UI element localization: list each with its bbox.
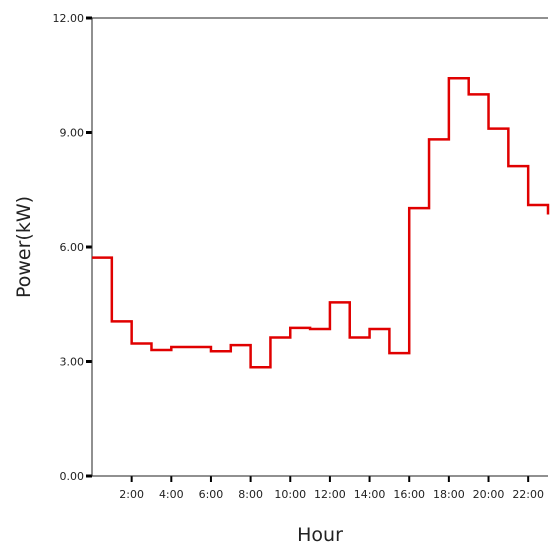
axis-lines [91, 17, 548, 477]
x-tick-label: 18:00 [433, 488, 465, 501]
series-line [92, 77, 550, 369]
y-tick-label: 6.00 [60, 241, 85, 254]
x-tick-label: 8:00 [238, 488, 263, 501]
y-tick-label: 3.00 [60, 356, 85, 369]
x-tick-label: 20:00 [473, 488, 505, 501]
y-tick-label: 9.00 [60, 127, 85, 140]
x-tick-label: 12:00 [314, 488, 346, 501]
x-tick-label: 6:00 [199, 488, 224, 501]
y-axis: 0.00 3.00 6.00 9.00 12.00 [53, 12, 92, 483]
x-tick-label: 16:00 [393, 488, 425, 501]
x-tick-label: 10:00 [274, 488, 306, 501]
y-tick-label: 12.00 [53, 12, 85, 25]
x-tick-label: 4:00 [159, 488, 184, 501]
x-tick-label: 14:00 [354, 488, 386, 501]
x-tick-label: 2:00 [119, 488, 144, 501]
x-axis-title: Hour [297, 524, 343, 546]
y-axis-title: Power(kW) [13, 196, 35, 298]
series-layer [92, 77, 550, 369]
y-tick-label: 0.00 [60, 470, 85, 483]
x-tick-label: 22:00 [512, 488, 544, 501]
x-axis: 2:00 4:00 6:00 8:00 10:00 12:00 14:00 16:00 18:0… [119, 476, 544, 501]
